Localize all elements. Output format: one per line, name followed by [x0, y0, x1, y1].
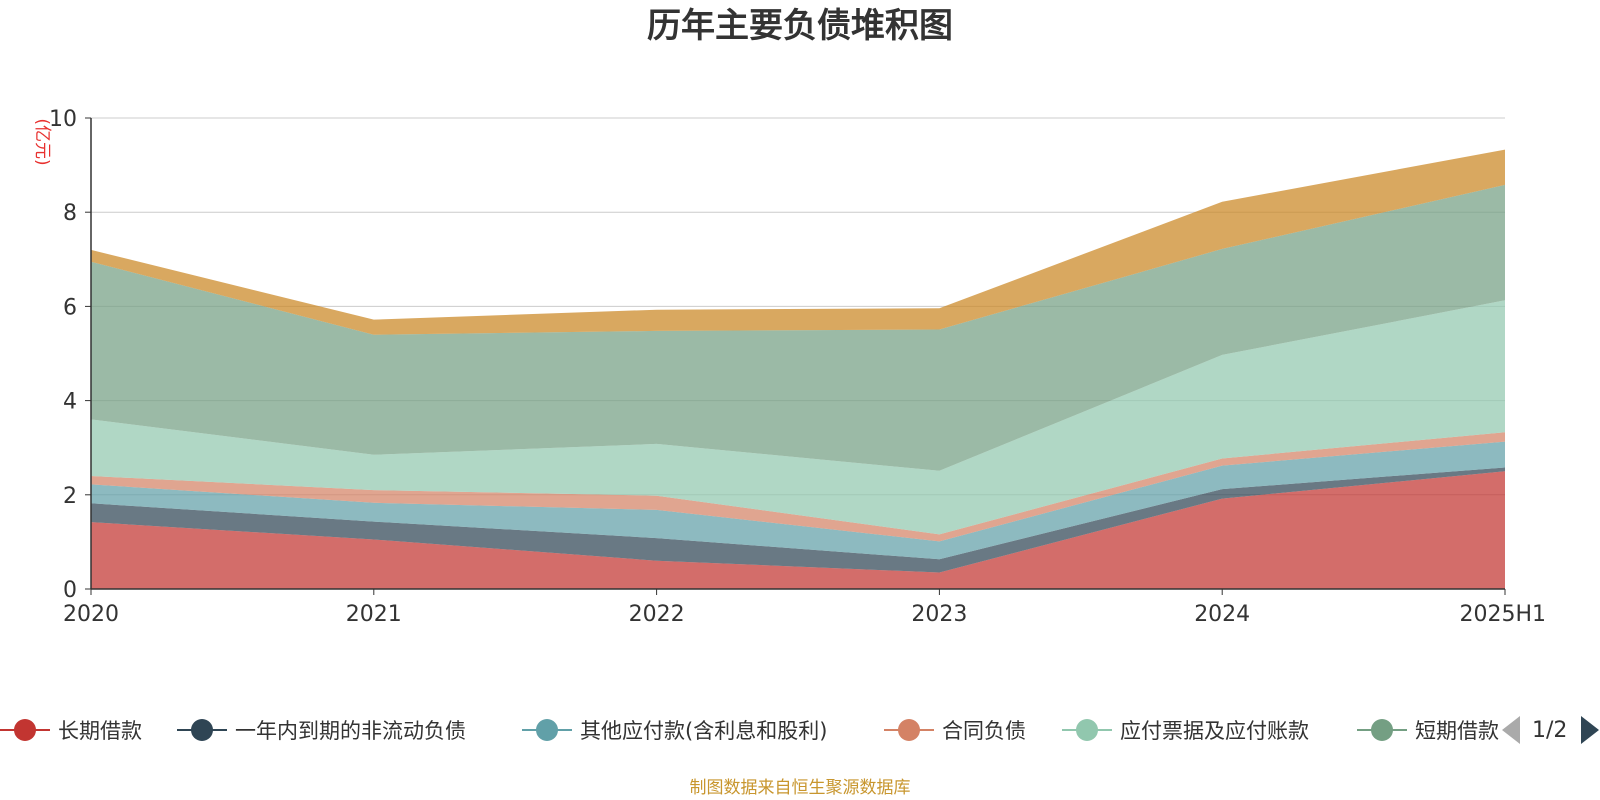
area-series-2: [91, 441, 1505, 560]
y-tick-label: 6: [63, 295, 77, 320]
legend-label: 短期借款: [1415, 719, 1499, 743]
area-series-3: [91, 432, 1505, 542]
legend-item[interactable]: 短期借款: [1357, 712, 1499, 748]
legend-marker-icon: [1062, 712, 1112, 748]
legend-next-page-icon[interactable]: [1581, 716, 1600, 744]
legend-label: 一年内到期的非流动负债: [235, 719, 466, 743]
x-tick-label: 2021: [346, 602, 402, 627]
legend-marker-icon: [1357, 712, 1407, 748]
y-tick-label: 2: [63, 484, 77, 509]
area-series-1: [91, 467, 1505, 573]
legend-marker-icon: [177, 712, 227, 748]
legend-label: 应付票据及应付账款: [1120, 719, 1309, 743]
area-series-5: [91, 184, 1505, 471]
y-axis-unit-label: (亿元): [32, 118, 52, 165]
legend: 长期借款 一年内到期的非流动负债 其他应付款(含利息和股利) 合同负债 应付票据及应付账…: [0, 712, 1500, 748]
legend-marker-icon: [884, 712, 934, 748]
legend-item[interactable]: 应付票据及应付账款: [1062, 712, 1309, 748]
chart-title: 历年主要负债堆积图: [647, 6, 953, 46]
x-tick-label: 2024: [1194, 602, 1250, 627]
x-tick-label: 2022: [629, 602, 685, 627]
y-tick-label: 10: [49, 107, 77, 132]
area-series-6: [91, 149, 1505, 335]
stacked-areas: [91, 149, 1505, 589]
legend-label: 合同负债: [942, 719, 1026, 743]
legend-page-indicator: 1/2: [1532, 717, 1568, 743]
area-series-0: [91, 471, 1505, 589]
legend-item[interactable]: 其他应付款(含利息和股利): [522, 712, 827, 748]
area-series-4: [91, 300, 1505, 535]
x-tick-label: 2025H1: [1459, 602, 1546, 627]
y-tick-label: 8: [63, 201, 77, 226]
x-tick-label: 2020: [63, 602, 119, 627]
y-tick-label: 4: [63, 390, 77, 415]
legend-prev-page-icon[interactable]: [1502, 716, 1520, 744]
source-note: 制图数据来自恒生聚源数据库: [689, 778, 911, 798]
legend-label: 其他应付款(含利息和股利): [580, 719, 828, 743]
y-tick-label: 0: [63, 578, 77, 603]
axes: 0 2 4 6 8 10 2020 2021 2022 2023 2024 2025H1: [49, 107, 1546, 627]
legend-marker-icon: [522, 712, 572, 748]
legend-item[interactable]: 合同负债: [884, 712, 1026, 748]
x-tick-label: 2023: [911, 602, 967, 627]
legend-item[interactable]: 长期借款: [0, 712, 142, 748]
legend-marker-icon: [0, 712, 50, 748]
legend-item[interactable]: 一年内到期的非流动负债: [177, 712, 466, 748]
legend-label: 长期借款: [58, 719, 142, 743]
legend-pager: 1/2: [1500, 712, 1600, 748]
